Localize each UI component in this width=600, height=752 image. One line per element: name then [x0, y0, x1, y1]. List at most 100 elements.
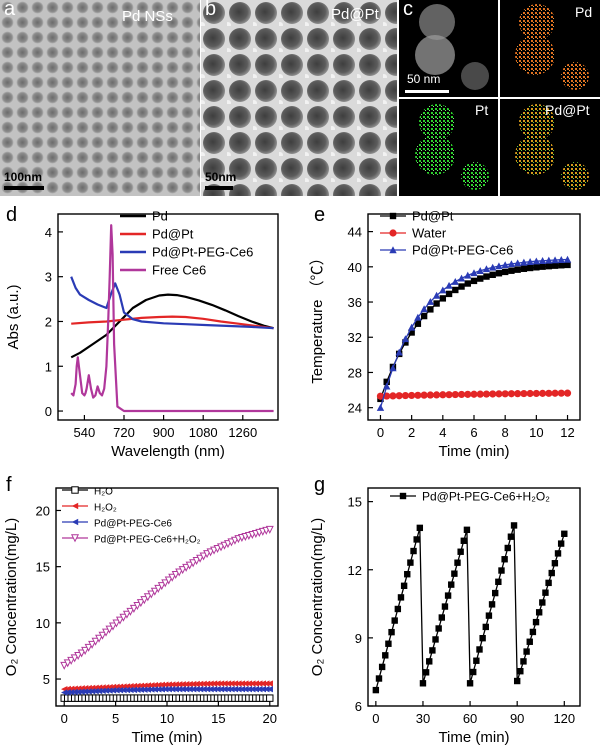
legend-label: H₂O₂	[94, 503, 117, 514]
data-point	[95, 634, 104, 643]
data-point	[476, 267, 484, 274]
legend-marker	[70, 534, 80, 543]
panel-c-letter: c	[403, 0, 413, 20]
y-axis-label: Abs (a.u.)	[5, 284, 22, 349]
y-axis-label: O₂ Concentration(mg/L)	[3, 518, 20, 676]
data-point	[192, 557, 201, 566]
data-point	[545, 389, 553, 397]
data-point	[182, 685, 190, 693]
data-point	[249, 680, 256, 687]
data-point	[263, 685, 270, 693]
data-point	[526, 638, 533, 645]
y-tick-label: 12	[348, 563, 362, 578]
data-point	[501, 556, 508, 563]
data-point	[548, 569, 555, 577]
data-point	[148, 682, 155, 689]
data-point	[108, 622, 118, 631]
y-tick-label: 4	[45, 225, 52, 240]
plot-frame	[57, 213, 279, 421]
data-point	[151, 681, 159, 689]
data-point	[445, 391, 453, 399]
data-point	[402, 339, 409, 346]
data-point	[479, 634, 486, 642]
data-point	[563, 389, 572, 397]
data-point	[454, 559, 461, 566]
x-tick-label: 10	[529, 425, 543, 440]
y-tick-label: 20	[36, 503, 50, 518]
data-point	[464, 280, 471, 287]
data-point	[445, 281, 453, 289]
data-point	[485, 612, 493, 619]
data-point	[504, 544, 511, 552]
data-point	[382, 652, 389, 659]
x-tick-label: 20	[263, 711, 277, 726]
data-point	[507, 260, 516, 268]
chart-g-oxygen-cycles: 0 30 60 90 120 6 9 12 15 Time (min) O₂ Concentrati…	[309, 487, 581, 746]
panel-b-letter: b	[205, 0, 217, 20]
x-tick-label: 900	[153, 425, 175, 440]
panel-d-letter: d	[6, 204, 18, 226]
data-point	[464, 271, 472, 279]
data-point	[130, 686, 138, 694]
data-point	[476, 390, 484, 398]
data-point	[231, 680, 239, 687]
data-point	[224, 685, 232, 693]
legend-label: Pd@Pt-PEG-Ce6+H₂O₂	[422, 490, 550, 504]
data-point	[498, 567, 505, 574]
data-point	[105, 625, 114, 634]
data-point	[477, 275, 484, 282]
legend-marker	[71, 518, 79, 526]
x-tick-label: 0	[372, 711, 379, 726]
series-Free Ce6	[70, 224, 274, 413]
data-point	[557, 256, 565, 263]
data-point	[71, 688, 78, 696]
data-point	[483, 273, 490, 280]
data-point	[169, 681, 176, 688]
legend-label: Pd@Pt	[152, 227, 194, 242]
x-tick-label: 5	[112, 711, 119, 726]
chart-d-absorbance: 540 720 900 1080 1260 0 1 2 3 4 Wavelength (nm) Abs…	[5, 209, 279, 460]
data-point	[252, 685, 260, 693]
data-point	[266, 685, 273, 693]
data-point	[158, 686, 165, 693]
data-point	[520, 389, 528, 398]
data-point	[256, 685, 263, 693]
data-point	[126, 607, 135, 616]
data-point	[410, 547, 417, 555]
data-point	[520, 258, 528, 266]
data-point	[426, 658, 433, 665]
data-point	[407, 559, 414, 566]
data-point	[463, 526, 471, 534]
data-point	[200, 685, 207, 693]
data-point	[539, 599, 546, 606]
legend-marker	[399, 492, 407, 500]
y-tick-label: 40	[348, 260, 362, 275]
data-point	[407, 323, 416, 331]
data-point	[441, 603, 449, 610]
data-point	[98, 631, 107, 640]
series-Pd@Pt-PEG-Ce6+H₂O₂	[372, 522, 568, 694]
data-point	[141, 686, 148, 693]
data-point	[217, 680, 225, 687]
data-point	[259, 685, 267, 693]
data-point	[435, 625, 442, 632]
data-point	[451, 277, 459, 285]
data-point	[185, 561, 194, 570]
data-point	[175, 568, 184, 577]
data-point	[489, 271, 496, 278]
y-tick-label: 44	[348, 225, 362, 240]
series-H₂O	[60, 694, 274, 702]
panel-a-tem-image: a Pd NSs 100nm	[0, 0, 200, 196]
data-point	[120, 686, 127, 694]
data-point	[426, 391, 434, 399]
x-axis-label: Time (min)	[438, 443, 509, 460]
series-Pd@Pt-PEG-Ce6	[376, 255, 572, 411]
x-tick-label: 0	[377, 425, 384, 440]
data-point	[67, 689, 75, 696]
data-point	[109, 687, 117, 694]
data-point	[507, 533, 515, 540]
data-point	[470, 277, 478, 285]
data-point	[162, 681, 169, 688]
data-point	[99, 687, 106, 695]
data-point	[182, 563, 191, 572]
